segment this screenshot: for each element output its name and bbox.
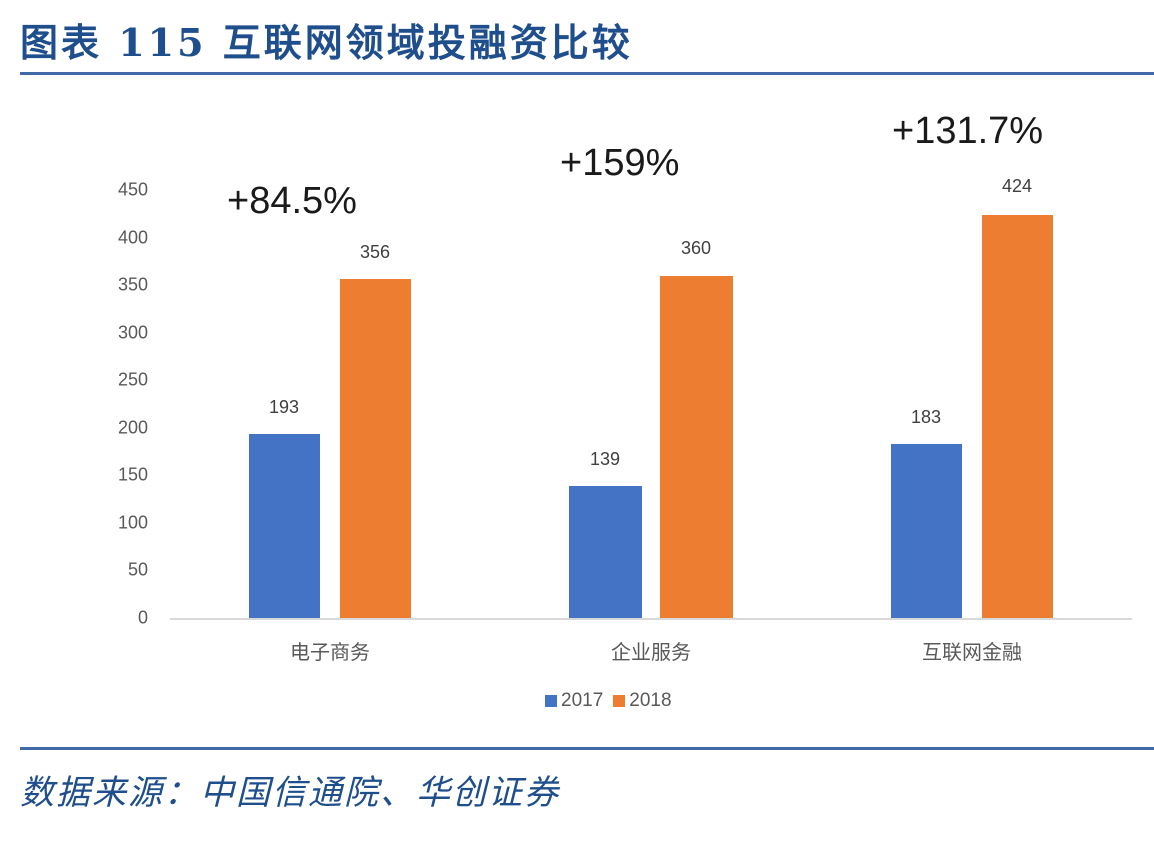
legend-label: 2017: [561, 690, 604, 711]
value-label: 139: [589, 449, 621, 469]
x-category-label: 互联网金融: [922, 642, 1022, 664]
bar-fintech-2018: [982, 214, 1053, 618]
growth-annotation: +84.5%: [227, 180, 357, 222]
y-tick-label: 250: [117, 369, 148, 390]
value-label: 356: [359, 242, 391, 262]
data-source-note: 数据来源：中国信通院、华创证券: [20, 773, 560, 813]
legend-item-2018: 2018: [613, 690, 672, 712]
value-label: 424: [1001, 176, 1033, 196]
x-category-label: 企业服务: [611, 642, 691, 664]
bar-enterprise-2017: [569, 485, 642, 618]
top-divider: [20, 72, 1154, 75]
bar-enterprise-2018: [660, 275, 733, 618]
growth-annotation: +159%: [560, 142, 680, 184]
bottom-divider: [20, 747, 1154, 750]
bar-fintech-2017: [891, 444, 962, 618]
y-tick-label: 400: [117, 227, 148, 248]
y-tick-label: 150: [117, 464, 148, 485]
legend-swatch-2017: [545, 695, 557, 707]
chart-legend: 2017 2018: [545, 690, 672, 712]
x-category-label: 电子商务: [290, 642, 370, 664]
value-label: 193: [268, 397, 300, 417]
value-label: 183: [910, 407, 942, 427]
y-tick-label: 0: [137, 607, 148, 628]
y-tick-label: 200: [117, 417, 148, 438]
y-tick-label: 450: [117, 179, 148, 200]
growth-annotation: +131.7%: [892, 110, 1044, 152]
figure-title: 图表 115 互联网领域投融资比较: [20, 20, 633, 65]
bar-ecommerce-2017: [249, 434, 320, 618]
y-tick-label: 300: [117, 322, 148, 343]
legend-label: 2018: [629, 690, 672, 711]
y-tick-label: 100: [117, 512, 148, 533]
legend-item-2017: 2017: [545, 690, 603, 712]
x-axis-line: [170, 618, 1132, 620]
value-label: 360: [680, 238, 712, 258]
bar-ecommerce-2018: [340, 279, 411, 618]
y-tick-label: 50: [127, 559, 148, 580]
y-tick-label: 350: [117, 274, 148, 295]
legend-swatch-2018: [613, 695, 626, 707]
